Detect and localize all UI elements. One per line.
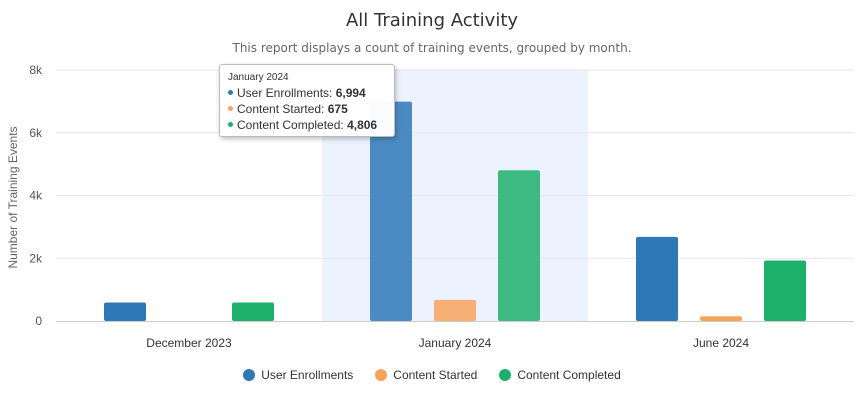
bar-user-enrollments (636, 236, 678, 321)
legend-label: Content Completed (517, 368, 621, 382)
chart-title: All Training Activity (345, 10, 519, 31)
tooltip-marker (228, 122, 233, 128)
bar-content-completed (232, 302, 274, 321)
tooltip-value: 6,994 (335, 86, 366, 100)
y-tick-label: 6k (29, 126, 43, 140)
y-axis-title: Number of Training Events (6, 126, 20, 268)
chart-subtitle: This report displays a count of training… (232, 41, 632, 55)
x-tick-label: December 2023 (146, 336, 232, 350)
y-tick-label: 4k (29, 189, 43, 203)
y-tick-label: 2k (29, 251, 43, 265)
bar-user-enrollments (104, 302, 146, 321)
tooltip-value: 4,806 (347, 118, 378, 132)
x-tick-label: June 2024 (693, 336, 749, 350)
bar-content-completed (498, 170, 540, 321)
tooltip-title: January 2024 (228, 72, 289, 83)
tooltip-marker (228, 90, 233, 96)
tooltip-label: User Enrollments: (237, 86, 336, 100)
chart-tooltip: January 2024 User Enrollments: 6,994 Con… (219, 64, 395, 137)
x-tick-label: January 2024 (419, 336, 492, 350)
tooltip-label: Content Started: (237, 102, 328, 116)
tooltip-row: Content Started: 675 (228, 101, 386, 117)
tooltip-row: User Enrollments: 6,994 (228, 85, 386, 101)
tooltip-label: Content Completed: (237, 118, 348, 132)
legend-item-content-started[interactable]: Content Started (375, 368, 477, 382)
y-tick-label: 8k (29, 63, 43, 77)
bar-content-started (700, 316, 742, 321)
tooltip-row: Content Completed: 4,806 (228, 117, 386, 133)
legend-item-user-enrollments[interactable]: User Enrollments (243, 368, 353, 382)
legend-marker-user-enrollments (243, 369, 256, 381)
legend-label: User Enrollments (261, 368, 354, 382)
bar-content-started (434, 299, 476, 321)
legend-item-content-completed[interactable]: Content Completed (499, 368, 621, 382)
tooltip-marker (228, 106, 233, 112)
legend-label: Content Started (393, 368, 478, 382)
bar-content-completed (764, 260, 806, 321)
legend-marker-content-completed (499, 369, 512, 381)
legend-marker-content-started (375, 369, 388, 381)
bar-user-enrollments (370, 101, 412, 321)
chart-legend: User Enrollments Content Started Content… (0, 368, 864, 382)
tooltip-value: 675 (327, 102, 348, 116)
y-tick-label: 0 (35, 314, 42, 328)
